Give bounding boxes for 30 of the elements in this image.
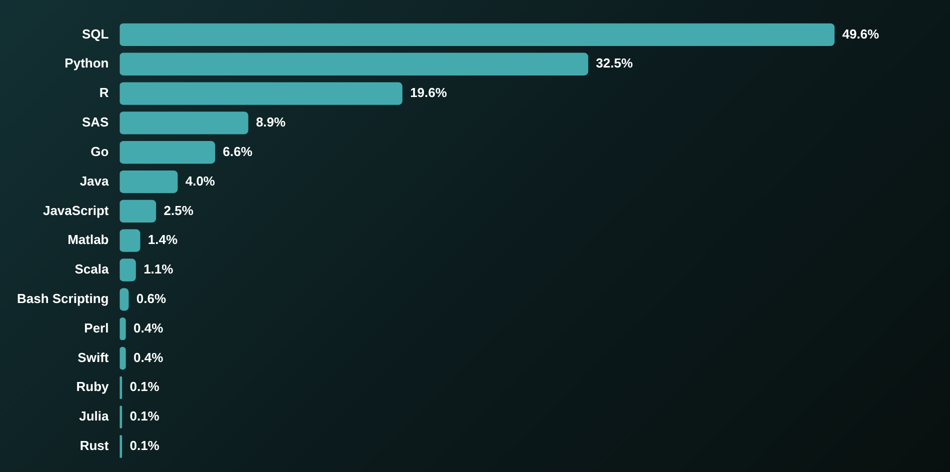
y-tick-label: Swift [78,350,110,365]
data-label: 0.6% [136,291,166,306]
y-tick-label: Perl [84,320,109,336]
data-label: 6.6% [222,144,253,159]
data-label: 1.1% [144,262,174,277]
y-tick-label: Scala [74,262,110,277]
y-tick-label: Python [64,56,109,71]
data-label: 49.6% [842,26,880,42]
y-tick-label: Go [90,144,109,159]
data-label: 0.1% [130,408,160,424]
data-label: 4.0% [185,173,216,188]
y-tick-label: R [99,85,110,100]
data-label: 2.5% [164,202,194,218]
y-tick-label: Java [80,173,110,188]
y-tick-label: Bash Scripting [16,291,109,306]
data-label: 0.1% [130,438,160,454]
y-tick-label: Matlab [68,232,109,248]
data-label: 32.5% [596,56,634,71]
data-label: 19.6% [410,85,448,100]
y-tick-label: Rust [80,438,110,454]
data-label: 1.4% [148,232,178,248]
data-label: 0.4% [134,320,164,336]
y-tick-label: JavaScript [42,202,110,218]
data-label: 0.1% [130,379,160,394]
data-label: 8.9% [256,114,286,130]
y-tick-label: Julia [79,408,110,424]
y-tick-label: Ruby [76,379,110,394]
data-label: 0.4% [134,350,164,365]
y-tick-label: SQL [82,26,109,42]
y-tick-label: SAS [82,114,110,130]
